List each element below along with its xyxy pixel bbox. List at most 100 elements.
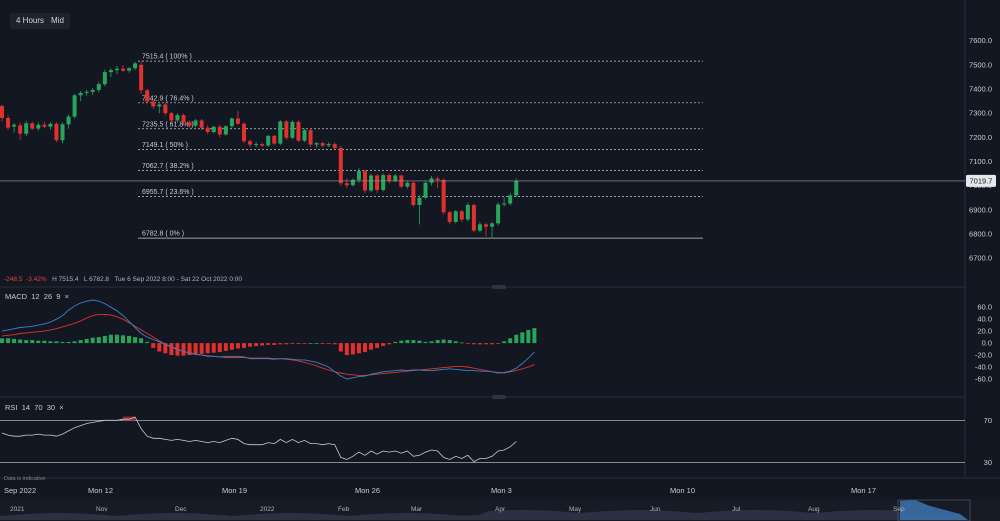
- candle-body: [199, 120, 204, 128]
- macd-histogram-bar: [66, 341, 71, 344]
- navigator-label: Dec: [175, 506, 187, 513]
- macd-histogram-bar: [484, 343, 488, 345]
- candle-body: [114, 68, 119, 71]
- candle-body: [514, 180, 519, 196]
- pane-resize-handle[interactable]: [492, 395, 506, 399]
- macd-legend[interactable]: MACD 12 26 9 ×: [5, 292, 69, 301]
- candle-body: [496, 204, 501, 224]
- high-label: H: [52, 276, 57, 283]
- candle-body: [96, 84, 101, 90]
- candle-body: [441, 179, 446, 213]
- rsi-y-tick-label: 70: [984, 416, 992, 425]
- candle-body: [6, 118, 11, 128]
- candle-body: [465, 205, 470, 220]
- candle-body: [502, 203, 507, 205]
- macd-y-tick-label: 0.0: [982, 339, 992, 348]
- y-tick-label: 7600.0: [969, 36, 992, 45]
- candle-body: [350, 179, 355, 186]
- macd-histogram-bar: [108, 334, 113, 344]
- macd-histogram-bar: [477, 343, 482, 345]
- candle-body: [48, 123, 53, 127]
- candle-body: [332, 144, 337, 148]
- macd-histogram-bar: [471, 343, 476, 345]
- macd-histogram-bar: [508, 338, 513, 344]
- candle-body: [423, 182, 428, 198]
- macd-histogram-bar: [532, 328, 537, 344]
- candle-body: [356, 171, 361, 180]
- macd-histogram-bar: [423, 341, 428, 344]
- macd-histogram-bar: [54, 341, 59, 344]
- y-tick-label: 7500.0: [969, 60, 992, 69]
- interval-button[interactable]: 4 Hours: [10, 13, 51, 29]
- candle-body: [302, 130, 307, 141]
- macd-histogram-bar: [217, 343, 222, 353]
- macd-histogram-bar: [121, 335, 125, 344]
- navigator-pane[interactable]: [0, 499, 971, 521]
- candle-body: [90, 89, 95, 92]
- macd-histogram-bar: [235, 343, 240, 349]
- macd-histogram-bar: [36, 340, 41, 344]
- macd-pane[interactable]: 60.0 40.0 20.0 0.0 -20.0 -40.0 -60.0: [0, 299, 992, 384]
- candle-body: [193, 120, 198, 126]
- macd-histogram-bar: [278, 343, 283, 345]
- data-indicative-note: Data is indicative: [4, 476, 46, 482]
- macd-histogram-bar: [411, 340, 416, 344]
- macd-histogram-bar: [435, 340, 440, 344]
- macd-histogram-bar: [223, 343, 228, 351]
- candle-body: [72, 95, 77, 117]
- macd-signal-line: [1, 313, 535, 376]
- fib-level-label: 7149.1 ( 50% ): [142, 142, 188, 149]
- rsi-overbought-zone: [123, 416, 136, 421]
- candle-body: [127, 68, 132, 71]
- macd-histogram-bar: [211, 343, 216, 353]
- candle-body: [211, 126, 216, 133]
- rsi-pane[interactable]: 70 30: [0, 416, 992, 467]
- candle-body: [272, 135, 277, 144]
- close-icon[interactable]: ×: [64, 292, 70, 301]
- macd-histogram-bar: [447, 340, 452, 344]
- macd-histogram-bar: [441, 339, 446, 344]
- macd-histogram-bar: [163, 343, 168, 354]
- macd-histogram-bar: [502, 341, 507, 344]
- macd-histogram-bar: [248, 343, 253, 347]
- macd-histogram-bar: [332, 343, 337, 345]
- price-pane[interactable]: 7600.07500.07400.07300.07200.07100.07000…: [0, 36, 996, 263]
- macd-histogram-bar: [12, 338, 17, 344]
- candle-body: [308, 130, 313, 145]
- y-tick-label: 7200.0: [969, 133, 992, 142]
- macd-histogram-bar: [393, 341, 398, 344]
- macd-histogram-bar: [429, 341, 434, 344]
- rsi-legend[interactable]: RSI 14 70 30 ×: [5, 403, 64, 412]
- navigator-label: Nov: [96, 506, 108, 513]
- macd-histogram-bar: [290, 343, 295, 344]
- macd-name: MACD: [5, 292, 28, 301]
- macd-histogram-bar: [520, 332, 525, 344]
- candle-body: [187, 122, 192, 126]
- candle-body: [60, 124, 65, 141]
- macd-histogram-bar: [302, 343, 307, 344]
- y-tick-label: 7100.0: [969, 157, 992, 166]
- price-type-button[interactable]: Mid: [45, 13, 70, 29]
- macd-histogram-bar: [127, 335, 132, 344]
- macd-histogram-bar: [181, 343, 186, 356]
- candle-body: [369, 175, 374, 191]
- candle-body: [290, 121, 295, 138]
- candle-body: [278, 121, 283, 144]
- rsi-name: RSI: [5, 403, 18, 412]
- candle-body: [163, 104, 168, 114]
- candle-body: [121, 68, 125, 71]
- candle-body: [405, 182, 410, 187]
- x-tick-label: Mon 19: [222, 486, 248, 495]
- pane-resize-handle[interactable]: [492, 285, 506, 289]
- fib-level-label: 7515.4 ( 100% ): [142, 54, 192, 61]
- candle-body: [387, 175, 392, 181]
- candle-body: [242, 123, 246, 142]
- macd-histogram-bar: [145, 341, 150, 344]
- candle-body: [157, 104, 162, 107]
- macd-histogram-bar: [399, 340, 404, 344]
- change-value: -248.5: [4, 276, 23, 283]
- candle-body: [139, 64, 144, 91]
- candle-body: [78, 92, 83, 96]
- close-icon[interactable]: ×: [59, 403, 64, 412]
